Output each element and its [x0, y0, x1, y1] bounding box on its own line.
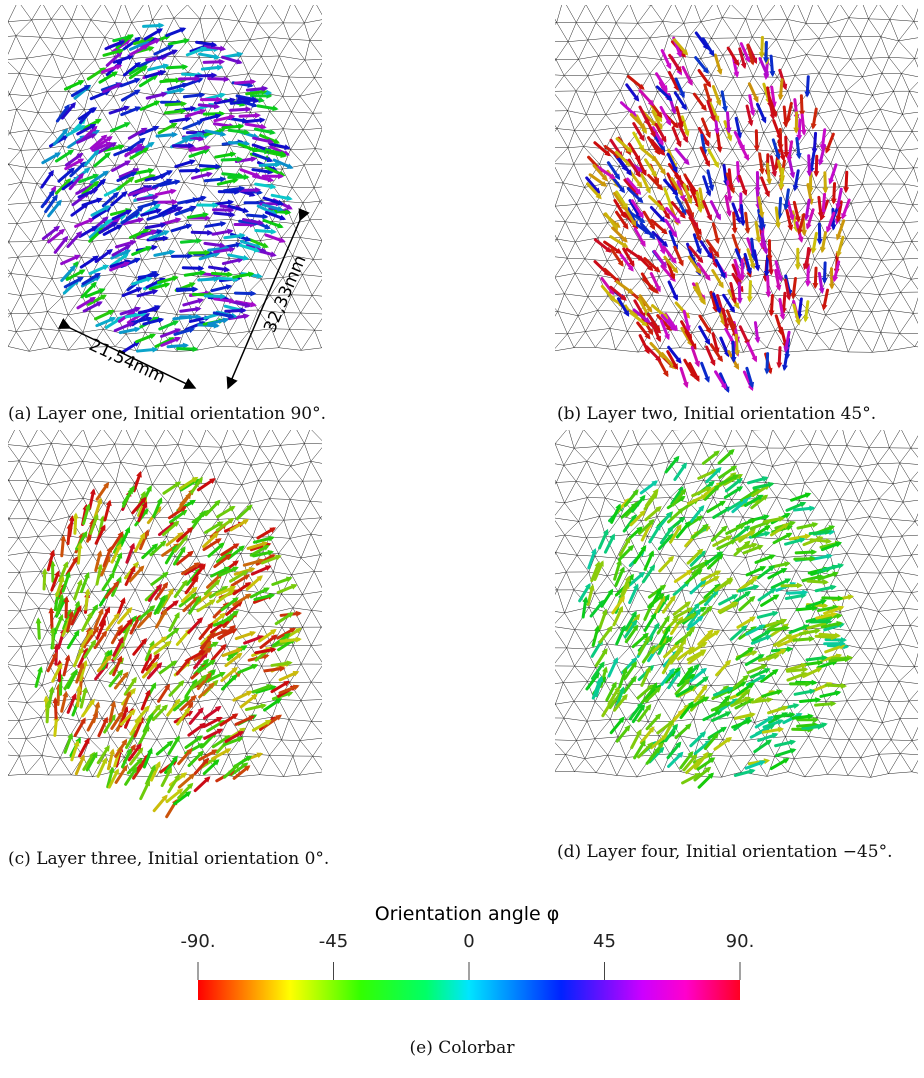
caption: (d) Layer four, Initial orientation −45°… — [557, 838, 919, 866]
colorbar-title: Orientation angle φ — [375, 903, 560, 925]
colorbar — [198, 980, 740, 1000]
panel-image — [0, 0, 336, 395]
figure: 21,54mm 32,33mm Orientation angle φ -90.… — [0, 0, 924, 1078]
colorbar-tick-label: -90. — [180, 931, 215, 952]
colorbar-tick-label: 0 — [463, 931, 474, 952]
caption: (b) Layer two, Initial orientation 45°. — [557, 400, 876, 428]
caption: (c) Layer three, Initial orientation 0°. — [8, 845, 329, 873]
colorbar-tick-label: 90. — [726, 931, 755, 952]
colorbar-ticks: -90. -45 0 45 90. — [180, 931, 754, 980]
caption: (a) Layer one, Initial orientation 90°. — [8, 400, 326, 428]
caption: (e) Colorbar — [0, 1034, 924, 1062]
panel-image — [531, 407, 924, 818]
panel-background — [555, 430, 918, 818]
figure-graphics: 21,54mm 32,33mm Orientation angle φ -90.… — [0, 0, 924, 1078]
colorbar-tick-label: -45 — [319, 931, 348, 952]
panel-image — [0, 406, 336, 828]
panel-image — [531, 0, 924, 395]
colorbar-tick-label: 45 — [593, 931, 616, 952]
